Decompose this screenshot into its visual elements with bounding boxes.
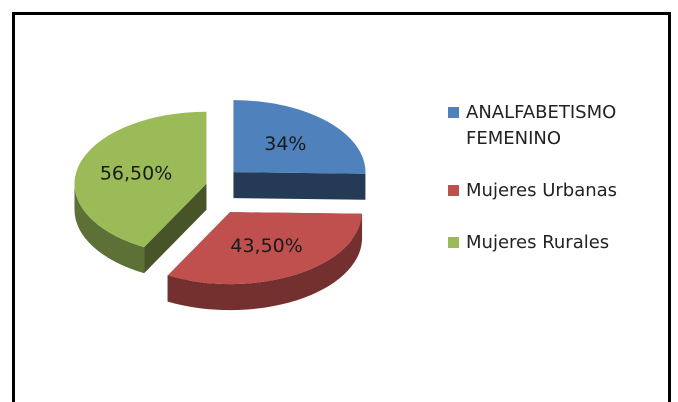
slice-side bbox=[74, 183, 145, 274]
slice-top bbox=[167, 212, 363, 285]
legend: ANALFABETISMO FEMENINO Mujeres Urbanas Muj… bbox=[448, 100, 658, 282]
pie-slice bbox=[233, 100, 366, 200]
legend-swatch bbox=[448, 237, 459, 248]
legend-label: Mujeres Urbanas bbox=[466, 180, 618, 201]
legend-item: Mujeres Rurales bbox=[448, 230, 641, 256]
legend-item: Mujeres Urbanas bbox=[448, 178, 641, 204]
data-label: 43,50% bbox=[230, 235, 302, 257]
pie-slice bbox=[167, 212, 363, 311]
legend-item: ANALFABETISMO FEMENINO bbox=[448, 100, 641, 152]
data-label: 34% bbox=[264, 133, 306, 155]
legend-label: Mujeres Rurales bbox=[466, 232, 610, 253]
slice-wall bbox=[233, 172, 366, 200]
legend-swatch bbox=[448, 107, 459, 118]
slice-top bbox=[74, 111, 207, 248]
legend-label: ANALFABETISMO FEMENINO bbox=[466, 102, 617, 149]
slice-wall bbox=[144, 183, 207, 274]
data-label: 56,50% bbox=[100, 163, 172, 185]
pie-slice bbox=[74, 111, 207, 274]
slice-top bbox=[233, 100, 366, 174]
legend-swatch bbox=[448, 185, 459, 196]
slice-side bbox=[167, 213, 363, 311]
